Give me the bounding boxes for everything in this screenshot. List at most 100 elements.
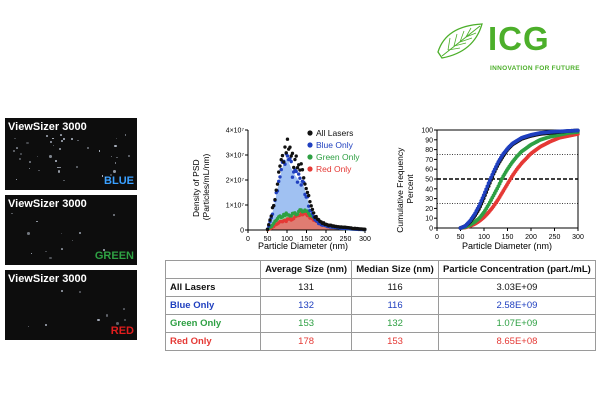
y-axis-label-line2: Percent — [405, 174, 415, 204]
y-tick-label: 1×10⁷ — [226, 203, 245, 210]
x-tick-label: 200 — [320, 236, 332, 243]
data-point — [306, 204, 311, 208]
particle-dot — [70, 137, 73, 140]
y-axis-label-line1: Cumulative Frequency — [395, 147, 405, 233]
leaf-icon — [437, 23, 483, 59]
data-point — [277, 179, 281, 184]
particle-dot — [28, 167, 30, 169]
x-tick-label: 50 — [264, 236, 272, 243]
viewsizer-panel-blue: ViewSizer 3000 BLUE — [5, 118, 137, 190]
particle-dot — [31, 252, 33, 254]
data-point — [299, 183, 303, 187]
concentration-cell: 1.07E+09 — [437, 314, 597, 333]
data-point — [288, 156, 292, 161]
data-point — [272, 203, 276, 208]
data-point — [278, 175, 282, 179]
particle-dot — [11, 212, 13, 215]
particle-dot — [52, 137, 54, 140]
y-tick-label: 0 — [240, 228, 244, 235]
data-point — [267, 222, 271, 227]
particle-dot — [59, 166, 61, 168]
icg-logo: ICG INNOVATION FOR FUTURE — [436, 20, 584, 82]
legend-marker — [307, 166, 313, 172]
y-tick-label: 60 — [425, 167, 433, 174]
data-point — [575, 128, 580, 133]
data-point — [295, 180, 300, 184]
data-point — [310, 207, 315, 212]
y-tick-label: 40 — [425, 186, 433, 193]
data-point — [265, 227, 270, 232]
particle-dot — [28, 326, 30, 328]
median-size-cell: 116 — [351, 278, 439, 297]
data-point — [305, 190, 310, 195]
particle-dot — [114, 145, 117, 148]
data-point — [269, 214, 273, 218]
particle-dot — [124, 319, 127, 322]
particle-dot — [123, 307, 125, 310]
panel-label-red: RED — [110, 325, 134, 337]
y-tick-label: 90 — [425, 137, 433, 144]
data-point — [301, 176, 306, 180]
data-point — [279, 167, 283, 172]
y-axis-label: Cumulative Frequency Percent — [395, 145, 415, 232]
particle-dot — [97, 318, 101, 322]
data-point — [268, 218, 272, 222]
particle-dot — [19, 157, 22, 161]
particle-dot — [49, 141, 52, 144]
data-point — [363, 227, 367, 231]
panel-label-green: GREEN — [94, 250, 134, 262]
data-point — [306, 193, 311, 198]
legend-label: Blue Only — [316, 140, 354, 150]
y-tick-label: 2×10⁷ — [226, 178, 245, 185]
particle-dot — [52, 145, 54, 147]
table-header-row: Average Size (nm) Median Size (nm) Parti… — [165, 260, 597, 279]
concentration-cell: 3.03E+09 — [437, 278, 597, 297]
particle-dot — [78, 291, 81, 294]
particle-dot — [101, 175, 104, 177]
particle-dot — [28, 160, 32, 164]
cumulative-chart: 0 50 100 150 200 250 300 0 10 20 30 40 50 60 70 80 90 100… — [395, 128, 584, 252]
data-point — [481, 193, 486, 198]
concentration-cell: 2.58E+09 — [437, 296, 597, 315]
area-blue-only — [267, 157, 365, 230]
particle-dot — [16, 179, 18, 181]
row-label: Green Only — [165, 314, 261, 333]
particle-dot — [76, 166, 78, 168]
data-point — [285, 154, 290, 158]
x-tick-label: 100 — [478, 234, 490, 241]
particle-dot — [62, 138, 65, 141]
row-label: Blue Only — [165, 296, 261, 315]
summary-table: Average Size (nm) Median Size (nm) Parti… — [165, 260, 597, 351]
data-point — [311, 211, 316, 215]
particle-dot — [71, 239, 73, 241]
median-size-cell: 132 — [351, 314, 439, 333]
panel-title: ViewSizer 3000 — [8, 273, 87, 285]
particle-dot — [20, 153, 23, 156]
y-tick-label: 100 — [421, 128, 433, 135]
row-label: All Lasers — [165, 278, 261, 297]
particle-dot — [61, 232, 63, 234]
x-axis-label: Particle Diameter (nm) — [258, 241, 348, 251]
y-tick-label: 50 — [425, 177, 433, 184]
legend-marker — [307, 154, 313, 160]
x-tick-label: 50 — [457, 234, 465, 241]
particle-dot — [45, 250, 47, 253]
avg-size-cell: 132 — [259, 296, 353, 315]
table-header-cell: Particle Concentration (part./mL) — [437, 260, 597, 279]
particle-dot — [26, 231, 30, 235]
median-size-cell: 153 — [351, 332, 439, 351]
particle-dot — [114, 162, 117, 164]
data-point — [483, 190, 487, 195]
y-tick-label: 3×10⁷ — [226, 153, 245, 160]
x-tick-label: 200 — [525, 234, 537, 241]
x-tick-label: 250 — [549, 234, 561, 241]
particle-dot — [36, 155, 39, 157]
y-axis-label-line2: (Particles/mL/nm) — [201, 154, 211, 221]
logo-text: ICG — [488, 20, 550, 57]
y-tick-label: 80 — [425, 147, 433, 154]
y-tick-label: 4×10⁷ — [226, 128, 245, 135]
data-point — [280, 153, 285, 158]
particle-dot — [49, 256, 52, 260]
particle-dot — [38, 169, 40, 172]
data-point — [309, 204, 313, 208]
